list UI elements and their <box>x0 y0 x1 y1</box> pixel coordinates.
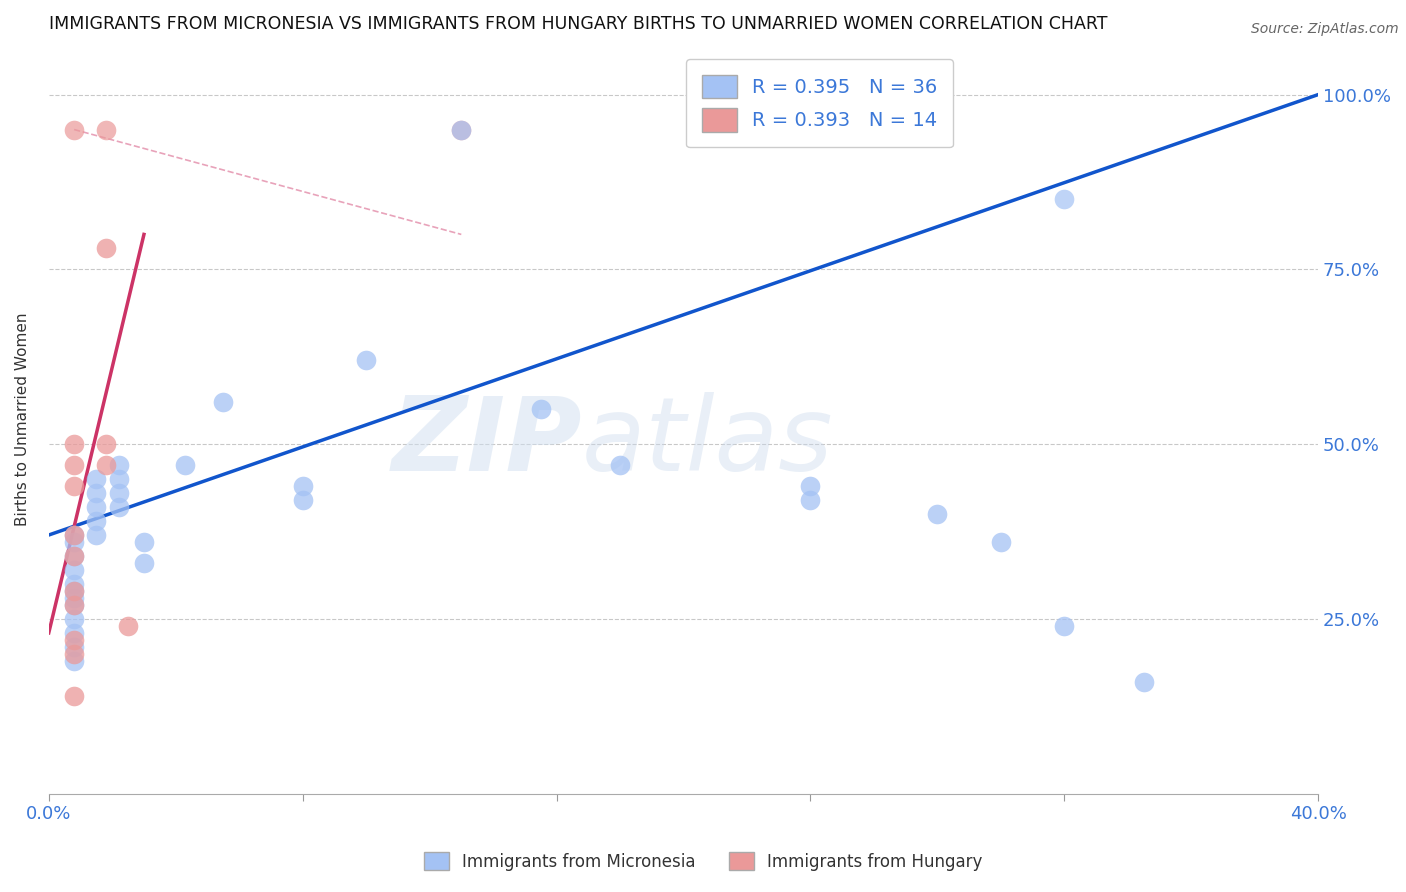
Point <box>63 528 86 542</box>
Point <box>94 458 117 472</box>
Point <box>799 493 821 508</box>
Point <box>212 395 235 409</box>
Point <box>1132 674 1154 689</box>
Point <box>107 486 129 500</box>
Point <box>1053 619 1076 633</box>
Legend: R = 0.395   N = 36, R = 0.393   N = 14: R = 0.395 N = 36, R = 0.393 N = 14 <box>686 59 953 147</box>
Point <box>609 458 631 472</box>
Point <box>63 689 86 703</box>
Point <box>450 122 472 136</box>
Point <box>63 577 86 591</box>
Legend: Immigrants from Micronesia, Immigrants from Hungary: Immigrants from Micronesia, Immigrants f… <box>415 844 991 880</box>
Point <box>530 402 553 417</box>
Point <box>107 500 129 514</box>
Point <box>63 479 86 493</box>
Point <box>63 535 86 549</box>
Point <box>132 556 155 570</box>
Point <box>63 598 86 612</box>
Point <box>291 493 314 508</box>
Point <box>63 549 86 563</box>
Point <box>63 583 86 598</box>
Point <box>63 458 86 472</box>
Point <box>86 528 108 542</box>
Point <box>63 612 86 626</box>
Point <box>94 437 117 451</box>
Point <box>450 122 472 136</box>
Point <box>63 598 86 612</box>
Point <box>291 479 314 493</box>
Point <box>63 528 86 542</box>
Point <box>63 563 86 577</box>
Point <box>63 591 86 605</box>
Point <box>63 626 86 640</box>
Point <box>86 500 108 514</box>
Text: ZIP: ZIP <box>391 392 582 492</box>
Point <box>132 535 155 549</box>
Point <box>86 486 108 500</box>
Text: Source: ZipAtlas.com: Source: ZipAtlas.com <box>1251 22 1399 37</box>
Point <box>63 583 86 598</box>
Point <box>94 241 117 255</box>
Point <box>107 472 129 486</box>
Point <box>63 632 86 647</box>
Point <box>354 353 377 368</box>
Point <box>107 458 129 472</box>
Point <box>86 514 108 528</box>
Point <box>63 437 86 451</box>
Text: atlas: atlas <box>582 392 834 492</box>
Point <box>927 507 949 521</box>
Point <box>63 549 86 563</box>
Point <box>63 640 86 654</box>
Point <box>63 122 86 136</box>
Point <box>63 647 86 661</box>
Point <box>1053 193 1076 207</box>
Point <box>94 122 117 136</box>
Point <box>63 654 86 668</box>
Point <box>799 479 821 493</box>
Y-axis label: Births to Unmarried Women: Births to Unmarried Women <box>15 313 30 526</box>
Point <box>990 535 1012 549</box>
Point <box>86 472 108 486</box>
Text: IMMIGRANTS FROM MICRONESIA VS IMMIGRANTS FROM HUNGARY BIRTHS TO UNMARRIED WOMEN : IMMIGRANTS FROM MICRONESIA VS IMMIGRANTS… <box>49 15 1108 33</box>
Point <box>174 458 197 472</box>
Point <box>117 619 139 633</box>
